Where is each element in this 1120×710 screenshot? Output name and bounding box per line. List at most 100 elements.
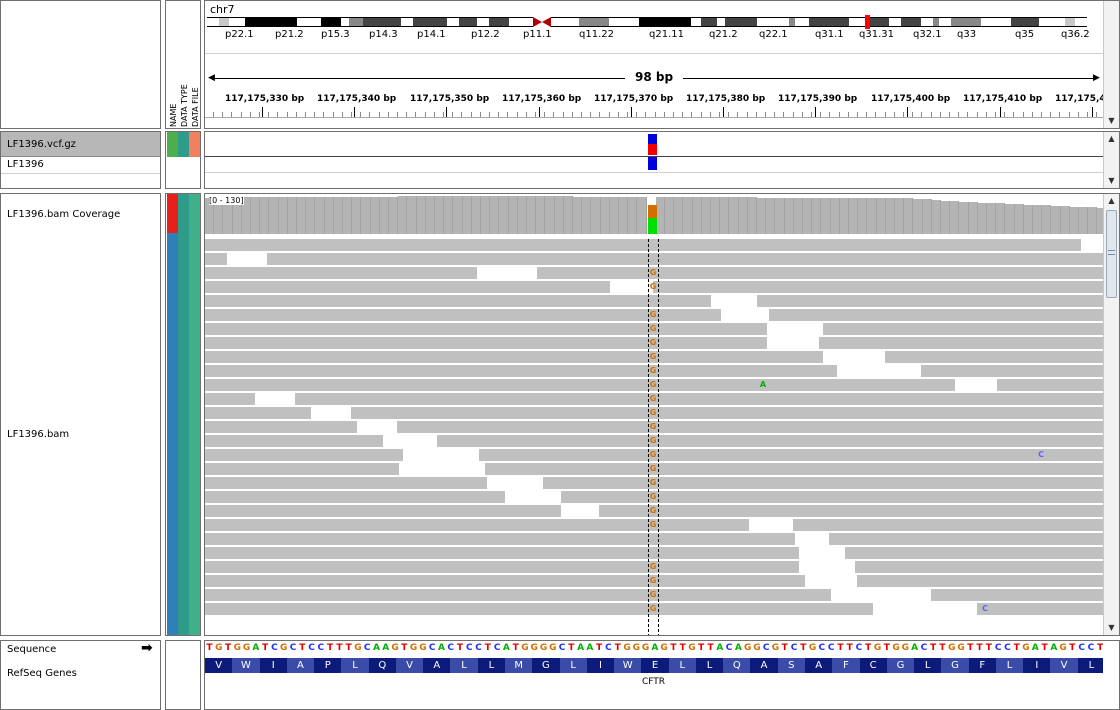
read-alignment[interactable]: [267, 253, 1105, 265]
cytoband-segment[interactable]: [229, 17, 245, 27]
cytoband-segment[interactable]: [849, 17, 865, 27]
read-alignment[interactable]: [205, 239, 1081, 251]
sequence-base[interactable]: G: [521, 643, 529, 653]
read-alignment[interactable]: [205, 505, 561, 517]
coverage-bar[interactable]: [536, 196, 546, 234]
cytoband-segment[interactable]: [939, 17, 951, 27]
cytoband-segment[interactable]: [795, 17, 809, 27]
coverage-bar[interactable]: [977, 202, 987, 234]
cytoband-segment[interactable]: [701, 17, 717, 27]
amino-acid[interactable]: W: [614, 658, 642, 673]
read-alignment[interactable]: [205, 253, 227, 265]
read-alignment[interactable]: [205, 295, 711, 307]
amino-acid[interactable]: L: [695, 658, 724, 673]
mismatch-base[interactable]: G: [649, 394, 657, 403]
sequence-base[interactable]: T: [679, 643, 686, 653]
coverage-bar[interactable]: [527, 196, 537, 234]
mismatch-base[interactable]: G: [649, 604, 657, 613]
sequence-base[interactable]: C: [558, 643, 566, 653]
read-alignment[interactable]: [205, 337, 767, 349]
coverage-bar[interactable]: [444, 196, 454, 234]
cytoband-segment[interactable]: [489, 17, 509, 27]
coverage-bar[interactable]: [1014, 204, 1024, 234]
read-alignment[interactable]: [537, 267, 1105, 279]
sequence-base[interactable]: T: [614, 643, 621, 653]
coverage-bar[interactable]: [830, 198, 840, 234]
sequence-base[interactable]: C: [493, 643, 501, 653]
cytoband-segment[interactable]: [363, 17, 401, 27]
cytoband-segment[interactable]: [889, 17, 901, 27]
cytoband-segment[interactable]: [871, 17, 889, 27]
mismatch-base[interactable]: G: [649, 352, 657, 361]
read-alignment[interactable]: [829, 533, 1105, 545]
coverage-bar[interactable]: [913, 198, 923, 234]
feature-scrollbar[interactable]: [1103, 641, 1119, 709]
read-alignment[interactable]: [823, 323, 1105, 335]
sequence-base[interactable]: T: [1013, 643, 1020, 653]
sequence-base[interactable]: T: [865, 643, 872, 653]
sequence-base[interactable]: C: [920, 643, 928, 653]
cytoband-segment[interactable]: [477, 17, 489, 27]
cytoband-segment[interactable]: [609, 17, 639, 27]
sequence-base[interactable]: A: [586, 643, 594, 653]
sequence-base[interactable]: T: [336, 643, 343, 653]
gene-name[interactable]: CFTR: [642, 677, 666, 687]
sequence-base[interactable]: T: [596, 643, 603, 653]
mismatch-base[interactable]: G: [649, 492, 657, 501]
sequence-base[interactable]: T: [512, 643, 519, 653]
read-alignment[interactable]: [885, 351, 1105, 363]
attr-name-cell-coverage[interactable]: [167, 194, 178, 233]
sequence-base[interactable]: A: [577, 643, 585, 653]
coverage-bar[interactable]: [968, 202, 978, 234]
cytoband-segment[interactable]: [1075, 17, 1087, 27]
mismatch-base[interactable]: G: [649, 576, 657, 585]
sequence-base[interactable]: A: [382, 643, 390, 653]
sequence-base[interactable]: T: [262, 643, 269, 653]
coverage-bar[interactable]: [637, 197, 647, 234]
amino-acid[interactable]: C: [859, 658, 887, 673]
coverage-bar[interactable]: [425, 196, 435, 234]
amino-acid[interactable]: A: [286, 658, 315, 673]
read-alignment[interactable]: [205, 421, 357, 433]
strand-arrow-icon[interactable]: ➡: [141, 640, 153, 656]
sequence-base[interactable]: T: [846, 643, 853, 653]
read-alignment[interactable]: [205, 561, 799, 573]
amino-acid[interactable]: G: [886, 658, 915, 673]
coverage-bar[interactable]: [867, 198, 877, 234]
coverage-bar[interactable]: [655, 197, 665, 234]
sequence-base[interactable]: T: [456, 643, 464, 653]
cytoband-segment[interactable]: [245, 17, 297, 27]
coverage-bar[interactable]: [775, 198, 785, 234]
read-alignment[interactable]: [205, 477, 487, 489]
mismatch-base[interactable]: G: [649, 408, 657, 417]
sequence-base[interactable]: C: [605, 643, 612, 653]
read-alignment[interactable]: [599, 505, 1105, 517]
sequence-base[interactable]: G: [1022, 643, 1030, 653]
read-alignment[interactable]: [561, 491, 1105, 503]
sequence-base[interactable]: C: [827, 643, 835, 653]
sequence-base[interactable]: A: [252, 643, 260, 653]
coverage-bar[interactable]: [600, 197, 610, 234]
mismatch-base[interactable]: G: [649, 478, 657, 487]
read-alignment[interactable]: [845, 547, 1105, 559]
sequence-base[interactable]: T: [224, 643, 232, 653]
amino-acid[interactable]: G: [532, 658, 560, 673]
mismatch-base[interactable]: G: [649, 282, 657, 291]
coverage-bar[interactable]: [1051, 205, 1061, 234]
sequence-base[interactable]: G: [873, 643, 882, 653]
coverage-bar[interactable]: [766, 198, 776, 234]
sequence-base[interactable]: C: [363, 643, 371, 653]
coverage-bar[interactable]: [297, 197, 307, 234]
read-alignment[interactable]: [437, 435, 1105, 447]
read-alignment[interactable]: [205, 323, 767, 335]
coverage-bar[interactable]: [481, 196, 491, 234]
track-name-coverage[interactable]: LF1396.bam Coverage: [7, 209, 121, 220]
read-alignment[interactable]: [205, 281, 610, 293]
read-alignment[interactable]: [205, 603, 873, 615]
variant-site-call[interactable]: [648, 134, 657, 144]
read-alignment[interactable]: [205, 267, 477, 279]
amino-acid[interactable]: S: [777, 658, 805, 673]
coverage-bar[interactable]: [462, 196, 472, 234]
